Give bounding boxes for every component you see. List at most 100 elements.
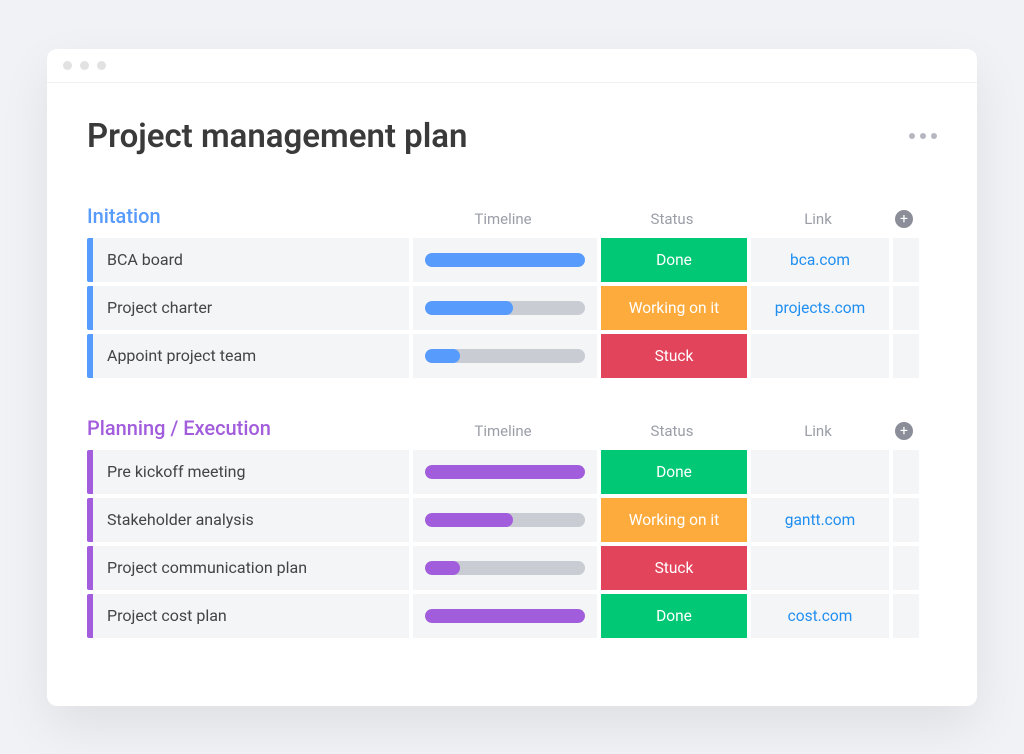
extra-cell[interactable] [893,334,919,378]
timeline-bar [425,465,585,479]
link-cell[interactable]: cost.com [751,594,889,638]
row-link[interactable]: bca.com [790,251,850,269]
link-cell[interactable]: projects.com [751,286,889,330]
group-title[interactable]: Initation [87,204,409,228]
table-row[interactable]: BCA board Done bca.com [87,238,937,282]
row-link[interactable]: gantt.com [785,511,855,529]
table-row[interactable]: Pre kickoff meeting Done [87,450,937,494]
row-name-cell[interactable]: Appoint project team [93,334,409,378]
timeline-track [425,301,585,315]
group-title[interactable]: Planning / Execution [87,416,409,440]
add-column-cell: + [889,210,919,228]
extra-cell[interactable] [893,594,919,638]
link-cell[interactable] [751,334,889,378]
row-name-cell[interactable]: Project cost plan [93,594,409,638]
row-name: Pre kickoff meeting [107,462,245,481]
column-header-link[interactable]: Link [747,210,889,228]
plus-icon: + [900,424,908,438]
page-header: Project management plan [87,117,937,156]
add-column-button[interactable]: + [895,422,913,440]
timeline-track [425,513,585,527]
group-header: InitationTimelineStatusLink + [87,204,937,228]
content-area: Project management plan InitationTimelin… [47,83,977,638]
column-header-status[interactable]: Status [597,210,747,228]
table-row[interactable]: Stakeholder analysis Working on it gantt.c… [87,498,937,542]
row-name: Stakeholder analysis [107,510,254,529]
status-cell[interactable]: Done [601,238,747,282]
add-column-cell: + [889,422,919,440]
window-dot [97,61,106,70]
status-cell[interactable]: Stuck [601,546,747,590]
status-label: Working on it [629,299,719,317]
status-label: Done [656,607,692,625]
plus-icon: + [900,212,908,226]
link-cell[interactable] [751,450,889,494]
extra-cell[interactable] [893,498,919,542]
column-header-timeline[interactable]: Timeline [409,422,597,440]
row-link[interactable]: projects.com [775,299,865,317]
row-name-cell[interactable]: Stakeholder analysis [93,498,409,542]
status-cell[interactable]: Done [601,594,747,638]
timeline-cell[interactable] [413,238,597,282]
row-name: Appoint project team [107,346,256,365]
app-window: Project management plan InitationTimelin… [47,49,977,706]
row-link[interactable]: cost.com [788,607,853,625]
table-row[interactable]: Project charter Working on it projects.com [87,286,937,330]
link-cell[interactable] [751,546,889,590]
row-name: Project communication plan [107,558,307,577]
row-name-cell[interactable]: Project communication plan [93,546,409,590]
add-column-button[interactable]: + [895,210,913,228]
timeline-bar [425,609,585,623]
extra-cell[interactable] [893,286,919,330]
link-cell[interactable]: gantt.com [751,498,889,542]
status-cell[interactable]: Done [601,450,747,494]
timeline-bar [425,513,513,527]
row-name: Project charter [107,298,212,317]
status-label: Working on it [629,511,719,529]
window-dot [63,61,72,70]
timeline-cell[interactable] [413,546,597,590]
timeline-track [425,349,585,363]
table-row[interactable]: Project communication plan Stuck [87,546,937,590]
extra-cell[interactable] [893,450,919,494]
group: Planning / ExecutionTimelineStatusLink+P… [87,416,937,638]
timeline-track [425,561,585,575]
group: InitationTimelineStatusLink + BCA board Don… [87,204,937,378]
group-header: Planning / ExecutionTimelineStatusLink + [87,416,937,440]
timeline-track [425,253,585,267]
timeline-track [425,609,585,623]
window-titlebar [47,49,977,83]
table-row[interactable]: Appoint project team Stuck [87,334,937,378]
row-name-cell[interactable]: BCA board [93,238,409,282]
timeline-bar [425,349,460,363]
more-menu-button[interactable] [909,133,937,139]
timeline-cell[interactable] [413,450,597,494]
timeline-cell[interactable] [413,594,597,638]
extra-cell[interactable] [893,238,919,282]
status-cell[interactable]: Stuck [601,334,747,378]
row-name: Project cost plan [107,606,227,625]
status-label: Stuck [655,559,694,577]
status-label: Done [656,463,692,481]
status-label: Stuck [655,347,694,365]
status-label: Done [656,251,692,269]
column-header-status[interactable]: Status [597,422,747,440]
timeline-cell[interactable] [413,498,597,542]
status-cell[interactable]: Working on it [601,498,747,542]
timeline-bar [425,561,460,575]
window-dot [80,61,89,70]
status-cell[interactable]: Working on it [601,286,747,330]
column-header-link[interactable]: Link [747,422,889,440]
row-name: BCA board [107,250,183,269]
table-row[interactable]: Project cost plan Done cost.com [87,594,937,638]
extra-cell[interactable] [893,546,919,590]
column-header-timeline[interactable]: Timeline [409,210,597,228]
timeline-cell[interactable] [413,286,597,330]
timeline-track [425,465,585,479]
link-cell[interactable]: bca.com [751,238,889,282]
page-title: Project management plan [87,117,467,156]
timeline-bar [425,253,585,267]
row-name-cell[interactable]: Pre kickoff meeting [93,450,409,494]
row-name-cell[interactable]: Project charter [93,286,409,330]
timeline-cell[interactable] [413,334,597,378]
